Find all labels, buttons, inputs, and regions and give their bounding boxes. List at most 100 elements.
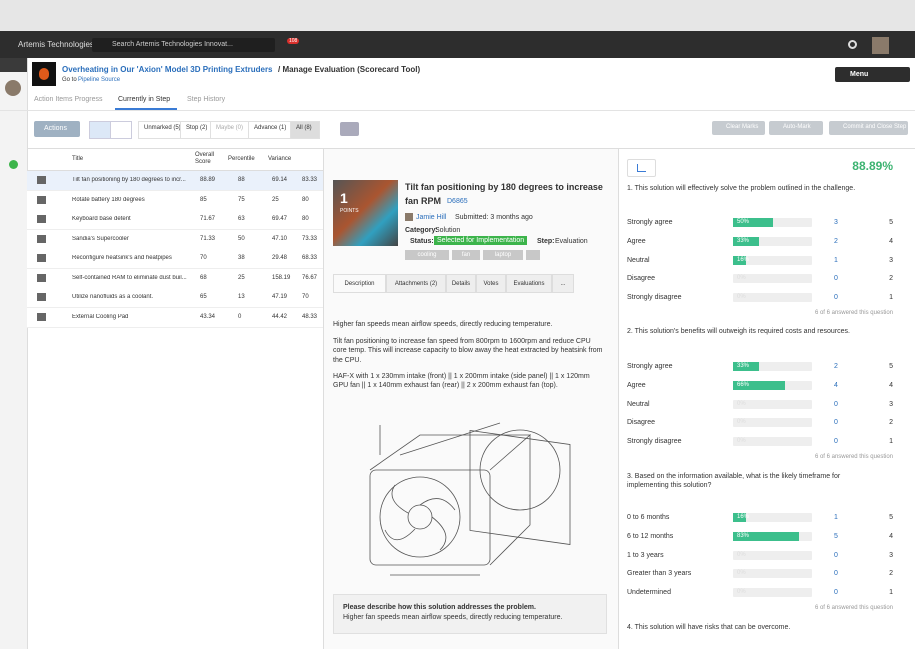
add-icon[interactable] (9, 160, 18, 169)
filter-label[interactable]: Stop (2) (186, 125, 208, 131)
toolbar-button[interactable] (712, 121, 765, 135)
table-cell: 47.10 (272, 235, 288, 242)
tag[interactable]: fan (452, 250, 480, 260)
count[interactable]: 4 (834, 381, 838, 389)
table-cell: 65 (200, 294, 207, 300)
count[interactable]: 0 (834, 589, 838, 597)
challenge-title[interactable]: Overheating in Our 'Axion' Model 3D Prin… (62, 65, 273, 74)
column-header[interactable]: Variance (268, 156, 292, 162)
table-cell: 70 (302, 294, 309, 300)
toolbar-button-label[interactable]: Auto-Mark (783, 124, 811, 130)
detail-tab[interactable]: Description (333, 274, 386, 293)
actions-label[interactable]: Actions (44, 125, 67, 132)
filter-button[interactable] (290, 121, 320, 139)
search-text[interactable]: Search Artemis Technologies Innovat... (112, 41, 233, 48)
count[interactable]: 0 (834, 551, 838, 559)
option-label: Strongly disagree (627, 438, 682, 446)
count[interactable]: 0 (834, 570, 838, 578)
bar-label: 0% (737, 570, 746, 577)
row-title[interactable]: Keyboard base detent (72, 216, 131, 222)
toolbar-button-label[interactable]: Clear Marks (726, 124, 759, 130)
actions-button[interactable] (34, 121, 80, 137)
row-title[interactable]: External Cooling Pad (72, 313, 129, 320)
row-title[interactable]: Sandia's Supercooler (72, 235, 129, 242)
avatar[interactable] (5, 80, 21, 96)
column-header[interactable]: Title (72, 156, 84, 162)
count[interactable]: 2 (834, 363, 838, 370)
detail-tab[interactable]: Evaluations (506, 274, 552, 293)
detail-tab[interactable]: Votes (476, 274, 506, 293)
count[interactable]: 1 (834, 256, 838, 264)
detail-tab[interactable]: ... (552, 274, 574, 293)
count[interactable]: 2 (834, 237, 838, 245)
column-header[interactable]: Percentile (228, 156, 255, 162)
tab[interactable]: Currently in Step (118, 96, 171, 103)
list-view[interactable] (89, 121, 111, 139)
question: 2. This solution's benefits will outweig… (627, 328, 850, 335)
menu-label[interactable]: Menu (850, 71, 869, 78)
goto-link[interactable]: Pipeline Source (78, 77, 121, 83)
table-cell: 69.14 (272, 177, 288, 183)
option-label: 6 to 12 months (627, 532, 674, 540)
bar (733, 531, 799, 541)
tag[interactable]: cooling (405, 250, 449, 260)
sidebar-toggle[interactable] (0, 58, 27, 72)
count[interactable]: 0 (834, 400, 838, 408)
idea-id[interactable]: D6865 (447, 198, 468, 205)
count[interactable]: 0 (834, 419, 838, 427)
settings-icon[interactable] (848, 40, 857, 49)
table-cell: 70 (200, 255, 207, 261)
count[interactable]: 1 (834, 514, 838, 521)
detail-tab[interactable]: Attachments (2) (386, 274, 446, 293)
description-text: Higher fan speeds mean airflow speeds, d… (333, 321, 553, 328)
row-title[interactable]: Tilt fan positioning by 180 degrees to i… (72, 177, 186, 183)
row-title[interactable]: Rotate battery 180 degrees (72, 196, 145, 203)
row-thumbnail (37, 254, 46, 262)
detail-tab[interactable]: Details (446, 274, 476, 293)
table-cell: 13 (238, 294, 245, 300)
count[interactable]: 0 (834, 438, 838, 446)
tab[interactable]: Step History (187, 96, 226, 103)
table-cell: 25 (272, 196, 279, 203)
bar-track (733, 236, 812, 246)
add-filter[interactable] (340, 122, 359, 136)
weight: 5 (889, 219, 893, 226)
filter-label[interactable]: All (8) (296, 125, 312, 131)
row-title[interactable]: Self-contained RAM to eliminate dust bui… (72, 274, 187, 281)
table-row[interactable] (27, 307, 323, 328)
points-value: 1 (340, 190, 348, 206)
count[interactable]: 5 (834, 532, 838, 540)
author-avatar (405, 213, 413, 221)
row-title[interactable]: Reconfigure heatsink's and heatpipes (72, 255, 172, 261)
toolbar-button[interactable] (829, 121, 908, 135)
page-title: / Manage Evaluation (Scorecard Tool) (278, 65, 421, 74)
author[interactable]: Jamie Hill (416, 214, 447, 221)
filter-label[interactable]: Advance (1) (254, 125, 287, 131)
user-avatar[interactable] (872, 37, 889, 54)
filter-label[interactable]: Maybe (0) (216, 125, 244, 131)
chart-toggle[interactable] (627, 159, 656, 177)
grid-view[interactable] (110, 121, 132, 139)
column-header[interactable]: Overall Score (195, 152, 215, 166)
table-cell: 85 (200, 196, 207, 203)
filter-label[interactable]: Unmarked (5) (144, 125, 181, 131)
search-box[interactable] (92, 38, 275, 52)
weight: 5 (889, 363, 893, 370)
toolbar-button[interactable] (769, 121, 823, 135)
count[interactable]: 0 (834, 294, 838, 302)
toolbar-button-label[interactable]: Commit and Close Step (843, 124, 907, 130)
tag[interactable]: laptop (483, 250, 523, 260)
option-label: 0 to 6 months (627, 514, 670, 521)
row-title[interactable]: Utilize nanofluids as a coolant. (72, 294, 154, 300)
weight: 4 (889, 381, 893, 389)
divider (0, 110, 915, 111)
option-label: 1 to 3 years (627, 551, 664, 559)
bar (733, 236, 760, 246)
tab[interactable]: Action Items Progress (34, 96, 103, 103)
count[interactable]: 3 (834, 219, 838, 226)
question: 3. Based on the information available, w… (627, 473, 841, 490)
weight: 1 (889, 438, 893, 446)
menu-button[interactable] (835, 67, 910, 82)
count[interactable]: 0 (834, 275, 838, 283)
category: Solution (435, 227, 461, 234)
